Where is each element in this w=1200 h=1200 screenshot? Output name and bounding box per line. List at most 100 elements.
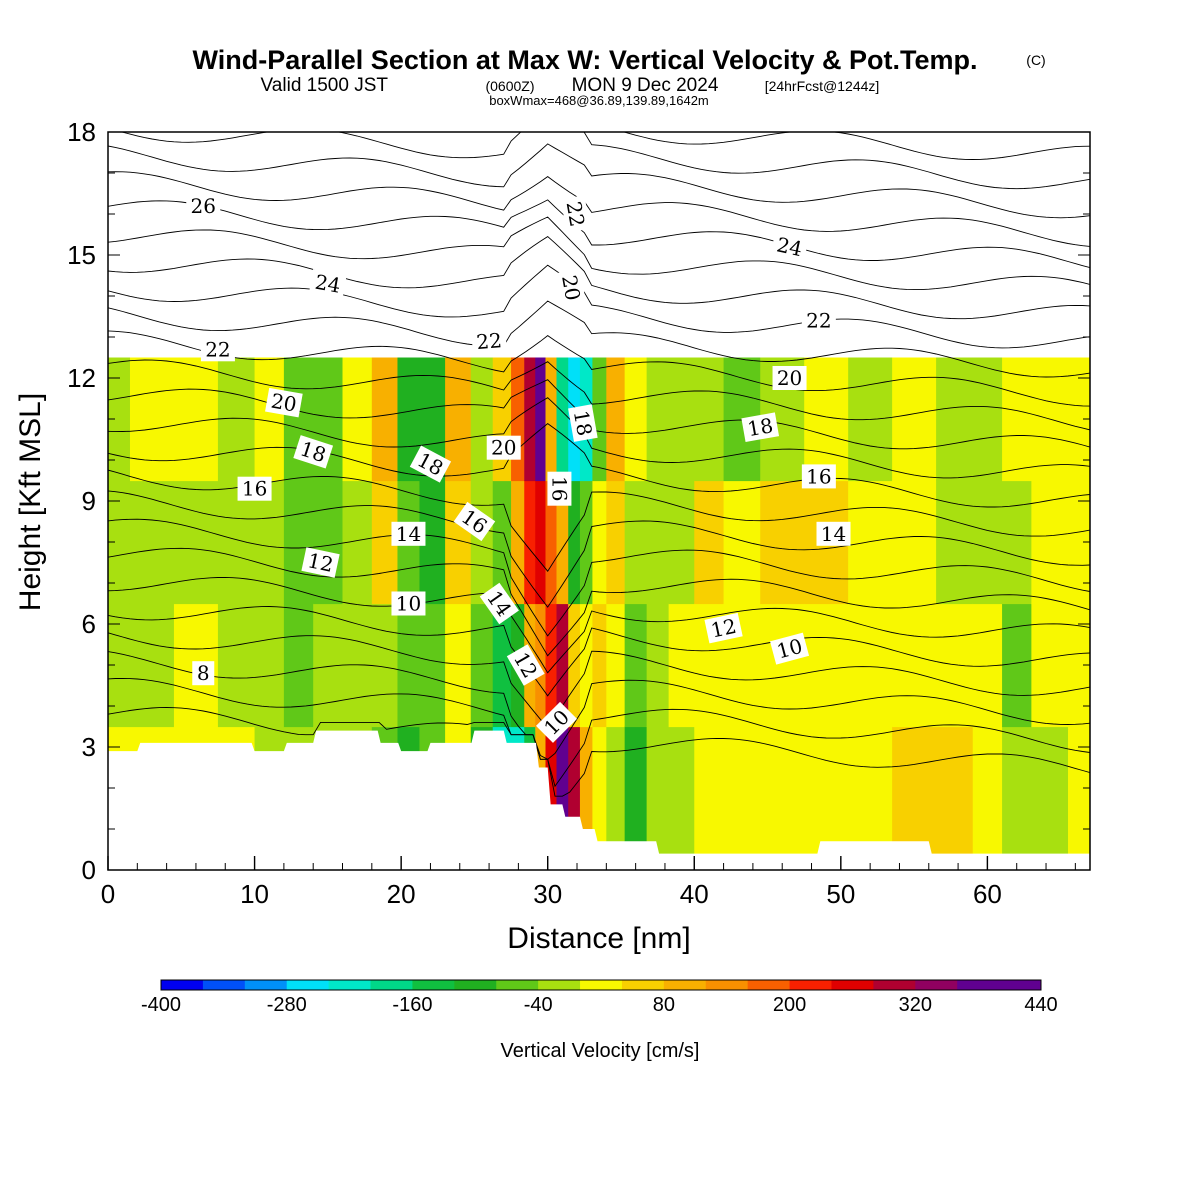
velocity-cell xyxy=(592,726,607,870)
colorbar-swatch xyxy=(286,980,330,990)
isentrope-line xyxy=(108,143,1090,219)
chart-title: Wind-Parallel Section at Max W: Vertical… xyxy=(193,45,978,75)
isentrope-label-text: 16 xyxy=(242,477,267,501)
velocity-cell xyxy=(892,357,937,482)
velocity-cell xyxy=(694,480,725,605)
velocity-cell xyxy=(760,726,805,870)
y-axis-title: Height [Kft MSL] xyxy=(14,393,47,611)
isentrope-line xyxy=(108,707,1090,797)
isentrope-label-bg xyxy=(186,193,221,218)
isentrope-label-bg xyxy=(237,476,272,501)
isentrope-label: 26 xyxy=(186,193,221,218)
colorbar-tick-label: -400 xyxy=(141,994,181,1016)
colorbar-swatch xyxy=(831,980,874,990)
isentrope-line xyxy=(108,651,1090,760)
isentrope-label-bg xyxy=(556,268,586,307)
velocity-cell xyxy=(760,603,805,728)
isentrope-label: 22 xyxy=(200,337,235,362)
colorbar-swatch xyxy=(538,980,581,990)
colorbar-swatch xyxy=(454,980,497,990)
isentrope-label: 14 xyxy=(816,521,851,546)
velocity-cell xyxy=(972,357,1003,482)
velocity-cell xyxy=(283,603,314,728)
isentrope-label-bg xyxy=(741,412,780,442)
y-tick-label: 3 xyxy=(82,732,96,762)
copyright-mark: (C) xyxy=(1026,52,1045,68)
x-tick-label: 10 xyxy=(240,879,269,909)
isentrope-line xyxy=(108,199,1090,269)
isentrope-label-text: 14 xyxy=(396,522,421,546)
colorbar-swatch xyxy=(496,980,539,990)
velocity-cell xyxy=(1068,480,1090,605)
isentrope-label-bg xyxy=(568,404,598,442)
colorbar-swatch xyxy=(202,980,246,990)
isentrope-label: 12 xyxy=(704,612,743,644)
isentrope-line xyxy=(108,469,1090,572)
isentrope-label: 16 xyxy=(801,464,836,489)
isentrope-labels: 2624222018161281814102220161412102220181… xyxy=(186,193,851,743)
isentrope-line xyxy=(108,518,1090,637)
velocity-cell xyxy=(397,357,421,482)
isentrope-line xyxy=(108,576,1090,674)
isentrope-label: 22 xyxy=(471,327,508,355)
isentrope-label-bg xyxy=(535,701,578,743)
isentrope-label-text: 22 xyxy=(475,328,502,354)
velocity-cell xyxy=(592,357,607,482)
isentrope-label: 16 xyxy=(547,471,572,506)
colorbar-swatch xyxy=(328,980,372,990)
isentrope-label: 10 xyxy=(391,591,426,616)
isentrope-line xyxy=(108,677,1090,788)
isentrope-line xyxy=(108,171,1090,247)
velocity-cell xyxy=(624,603,648,728)
isentrope-line xyxy=(108,330,1090,407)
velocity-cell xyxy=(624,726,648,870)
isentrope-line xyxy=(108,359,1090,431)
velocity-cell xyxy=(556,603,569,728)
colorbar-swatch xyxy=(580,980,623,990)
velocity-cell xyxy=(1002,480,1032,605)
velocity-cell xyxy=(108,357,131,482)
velocity-cell xyxy=(694,726,725,870)
y-tick-label: 15 xyxy=(67,240,96,270)
velocity-cell xyxy=(108,480,131,605)
velocity-cell xyxy=(1002,603,1032,728)
colorbar: -400 -280 -160 -40 80 200 320 440 xyxy=(141,979,1058,1016)
isentrope-line xyxy=(108,264,1090,349)
isentrope-label-bg xyxy=(391,591,426,616)
isentrope-label-bg xyxy=(409,445,452,483)
velocity-cell xyxy=(524,480,536,605)
velocity-cell xyxy=(419,603,446,728)
colorbar-swatch xyxy=(915,980,958,990)
isentrope-label: 16 xyxy=(237,476,272,501)
isentrope-label-bg xyxy=(391,521,426,546)
velocity-cell xyxy=(535,357,547,482)
colorbar-swatch xyxy=(747,980,791,990)
velocity-cell xyxy=(723,726,761,870)
isentrope-label-bg xyxy=(200,337,235,362)
isentrope-label-bg xyxy=(293,435,334,469)
velocity-cell xyxy=(492,357,512,482)
isentrope-label: 18 xyxy=(568,404,598,442)
velocity-cell xyxy=(646,603,670,728)
velocity-cell xyxy=(470,603,494,728)
colorbar-frame xyxy=(160,979,1042,991)
isentrope-line xyxy=(108,300,1090,378)
isentrope-label-text: 18 xyxy=(569,408,597,437)
colorbar-swatch xyxy=(161,980,204,990)
velocity-cell xyxy=(694,357,725,482)
velocity-cell xyxy=(646,726,670,870)
velocity-cell xyxy=(313,480,344,605)
valid-date: MON 9 Dec 2024 xyxy=(572,75,719,96)
isentrope-line xyxy=(108,423,1090,508)
velocity-cell xyxy=(217,603,256,728)
velocity-cell xyxy=(892,480,937,605)
velocity-cell xyxy=(804,603,849,728)
velocity-cell xyxy=(254,603,285,728)
colorbar-swatch xyxy=(370,980,413,990)
isentrope-label-text: 22 xyxy=(205,337,230,361)
colorbar-swatch xyxy=(412,980,455,990)
colorbar-swatch xyxy=(705,980,749,990)
velocity-cell xyxy=(545,603,558,728)
isentrope-line xyxy=(108,547,1090,657)
isentrope-label-bg xyxy=(309,268,347,299)
